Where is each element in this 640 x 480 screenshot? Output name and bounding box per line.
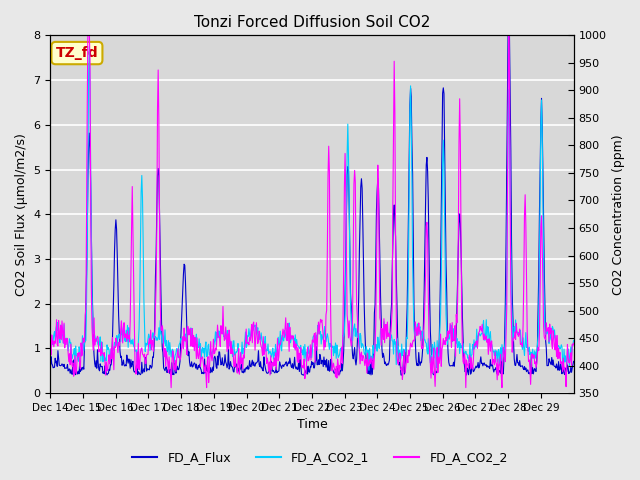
- Text: TZ_fd: TZ_fd: [56, 46, 99, 60]
- Y-axis label: CO2 Concentration (ppm): CO2 Concentration (ppm): [612, 134, 625, 295]
- X-axis label: Time: Time: [296, 419, 328, 432]
- Y-axis label: CO2 Soil Flux (μmol/m2/s): CO2 Soil Flux (μmol/m2/s): [15, 133, 28, 296]
- Legend: FD_A_Flux, FD_A_CO2_1, FD_A_CO2_2: FD_A_Flux, FD_A_CO2_1, FD_A_CO2_2: [127, 446, 513, 469]
- Title: Tonzi Forced Diffusion Soil CO2: Tonzi Forced Diffusion Soil CO2: [194, 15, 430, 30]
